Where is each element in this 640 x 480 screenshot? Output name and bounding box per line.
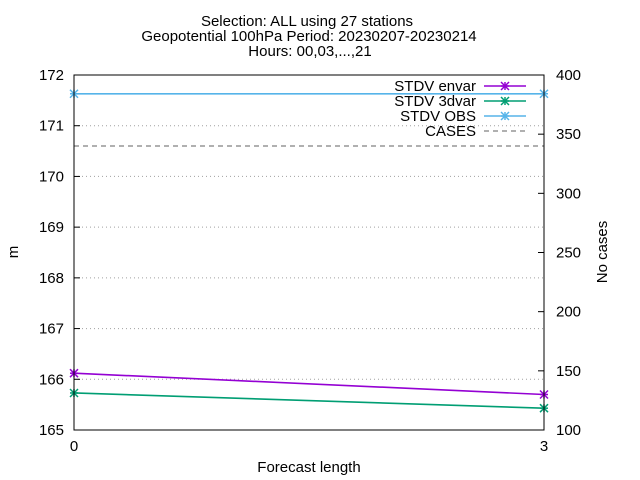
y-tick-label-168: 168 <box>39 270 64 287</box>
y-tick-label-167: 167 <box>39 321 64 338</box>
y-tick-label-166: 166 <box>39 371 64 388</box>
y2-tick-label-350: 350 <box>556 126 581 143</box>
series-layer <box>69 89 549 413</box>
y2-axis-label: No cases <box>594 221 611 284</box>
title-line-2: Geopotential 100hPa Period: 20230207-202… <box>141 28 476 45</box>
legend-label-stdv-3dvar: STDV 3dvar <box>394 93 476 110</box>
grid <box>74 125 544 380</box>
y-axis-label: m <box>5 246 22 259</box>
x-axis-label: Forecast length <box>257 459 360 476</box>
x-tick-label-3: 3 <box>540 438 548 455</box>
y-tick-label-169: 169 <box>39 219 64 236</box>
title-line-1: Selection: ALL using 27 stations <box>201 13 413 30</box>
legend-label-stdv-obs: STDV OBS <box>400 108 476 125</box>
legend-label-stdv-envar: STDV envar <box>394 78 476 95</box>
series-line-stdv-envar <box>73 372 545 396</box>
y-tick-label-170: 170 <box>39 168 64 185</box>
y2-axis: 100 150 200 250 300 350 400 <box>538 67 581 439</box>
legend-marker-stdv-envar <box>500 81 510 91</box>
legend-marker-stdv-obs <box>500 111 510 121</box>
y-tick-label-172: 172 <box>39 67 64 84</box>
series-line-stdv-3dvar <box>73 392 545 409</box>
legend-marker-stdv-3dvar <box>500 96 510 106</box>
y2-tick-label-150: 150 <box>556 363 581 380</box>
x-tick-label-0: 0 <box>70 438 78 455</box>
y-tick-label-165: 165 <box>39 422 64 439</box>
y2-tick-label-200: 200 <box>556 304 581 321</box>
y-tick-label-171: 171 <box>39 118 64 135</box>
title-line-3: Hours: 00,03,...,21 <box>248 43 371 60</box>
y2-tick-label-300: 300 <box>556 185 581 202</box>
y2-tick-label-400: 400 <box>556 67 581 84</box>
y2-tick-label-100: 100 <box>556 422 581 439</box>
y2-tick-label-250: 250 <box>556 245 581 262</box>
legend-label-cases: CASES <box>425 123 476 140</box>
y-axis: 165 166 167 168 169 170 171 172 <box>39 67 80 439</box>
chart-title: Selection: ALL using 27 stations Geopote… <box>141 13 476 60</box>
